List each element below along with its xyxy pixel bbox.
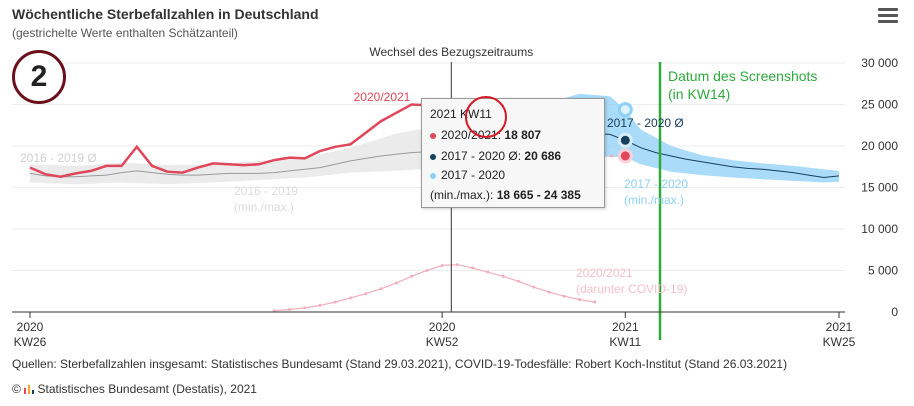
covid-point	[349, 296, 353, 300]
markers	[617, 102, 633, 164]
y-tick-label: 5 000	[868, 264, 898, 278]
tooltip-row1-value: 18 807	[504, 128, 542, 142]
covid-point	[333, 300, 337, 304]
covid-point	[593, 300, 597, 304]
screenshot-date-note: Datum des Screenshots (in KW14)	[668, 67, 817, 103]
covid-point	[303, 306, 307, 310]
marker-red	[617, 148, 633, 164]
footer-copyright: © Statistisches Bundesamt (Destatis), 20…	[12, 382, 257, 396]
x-tick-year: 2020	[429, 320, 456, 334]
menu-icon[interactable]	[878, 8, 898, 24]
covid-point	[486, 270, 490, 274]
copyright-text: Statistisches Bundesamt (Destatis), 2021	[37, 382, 257, 396]
covid-point	[578, 298, 582, 302]
covid-point	[410, 274, 414, 278]
band-area	[30, 125, 443, 185]
y-tick-label: 10 000	[861, 222, 898, 236]
label-2016-2019-band-2: (min./max.)	[234, 200, 294, 214]
tooltip-row2-label: 2017 - 2020 Ø:	[441, 149, 522, 163]
y-tick-label: 25 000	[861, 98, 898, 112]
covid-point	[364, 292, 368, 296]
highlight-circle	[465, 96, 507, 138]
chart-subtitle: (gestrichelte Werte enthalten Schätzante…	[12, 26, 238, 40]
line-2016-2019-mean	[29, 150, 443, 178]
tooltip-row-range: 2017 - 2020	[430, 168, 505, 182]
covid-point	[318, 303, 322, 307]
marker-mean	[617, 132, 633, 148]
x-tick-kw: KW11	[609, 335, 641, 349]
covid-point	[440, 264, 444, 268]
covid-point	[532, 285, 536, 289]
label-2016-2019-band: 2016 - 2019	[234, 184, 298, 198]
series-labels: 2020/2021 2016 - 2019 Ø 2016 - 2019 (min./m…	[20, 90, 688, 296]
label-2020-2021: 2020/2021	[354, 90, 411, 104]
tooltip-row4-value: 18 665 - 24 385	[496, 188, 581, 202]
tooltip-row-range-values: (min./max.): 18 665 - 24 385	[430, 188, 581, 202]
x-tick-year: 2021	[612, 320, 639, 334]
covid-point	[425, 269, 429, 272]
label-2017-2020-band: 2017 - 2020	[624, 177, 688, 191]
navy-dot-icon	[430, 153, 436, 160]
y-tick-label: 0	[891, 305, 898, 319]
x-tick-kw: KW52	[426, 335, 459, 349]
line-covid	[274, 264, 595, 312]
label-covid-2: (darunter COVID-19)	[576, 282, 687, 296]
tooltip-row-mean: 2017 - 2020 Ø: 20 686	[430, 149, 561, 163]
tooltip-row3-label: 2017 - 2020	[441, 168, 506, 182]
y-tick-label: 15 000	[861, 181, 898, 195]
x-tick-year: 2020	[17, 320, 44, 334]
y-tick-label: 20 000	[861, 139, 898, 153]
label-2017-2020-band-2: (min./max.)	[624, 193, 684, 207]
covid-point	[516, 279, 520, 283]
covid-point	[501, 274, 505, 278]
tooltip-row4-label: (min./max.):	[430, 188, 494, 202]
marker-max	[617, 102, 633, 118]
covid-point	[471, 266, 475, 270]
covid-point	[287, 308, 291, 312]
x-tick-year: 2021	[826, 320, 853, 334]
chart-tooltip: 2021 KW11 2020/2021: 18 807 2017 - 2020 …	[421, 98, 605, 208]
line-2020-2021	[29, 103, 458, 178]
blue-dot-icon	[430, 172, 436, 179]
destatis-logo-icon	[24, 385, 35, 394]
screenshot-note-line-1: Datum des Screenshots	[668, 68, 818, 84]
covid-point	[394, 281, 398, 285]
covid-point	[562, 294, 566, 298]
label-2017-2020-mean: 2017 - 2020 Ø	[607, 116, 684, 130]
axes: 0 5 000 10 000 15 000 20 000 25 000 30 000 2020…	[12, 56, 898, 349]
label-2016-2019-mean: 2016 - 2019 Ø	[20, 151, 97, 165]
covid-point	[379, 287, 383, 291]
chart-title: Wöchentliche Sterbefallzahlen in Deutsch…	[12, 6, 319, 22]
copyright-symbol: ©	[12, 382, 21, 396]
screenshot-note-line-2: (in KW14)	[668, 86, 731, 102]
label-covid: 2020/2021	[576, 266, 633, 280]
x-tick-kw: KW26	[14, 335, 47, 349]
covid-point	[455, 263, 459, 267]
red-dot-icon	[430, 132, 436, 139]
y-tick-label: 30 000	[861, 56, 898, 70]
step-number-badge: 2	[12, 50, 66, 104]
x-tick-kw: KW25	[823, 335, 856, 349]
footer-sources: Quellen: Sterbefallzahlen insgesamt: Sta…	[12, 357, 788, 371]
reference-change-label: Wechsel des Bezugszeitraums	[369, 45, 533, 59]
tooltip-row2-value: 20 686	[524, 149, 562, 163]
covid-point	[547, 290, 551, 294]
